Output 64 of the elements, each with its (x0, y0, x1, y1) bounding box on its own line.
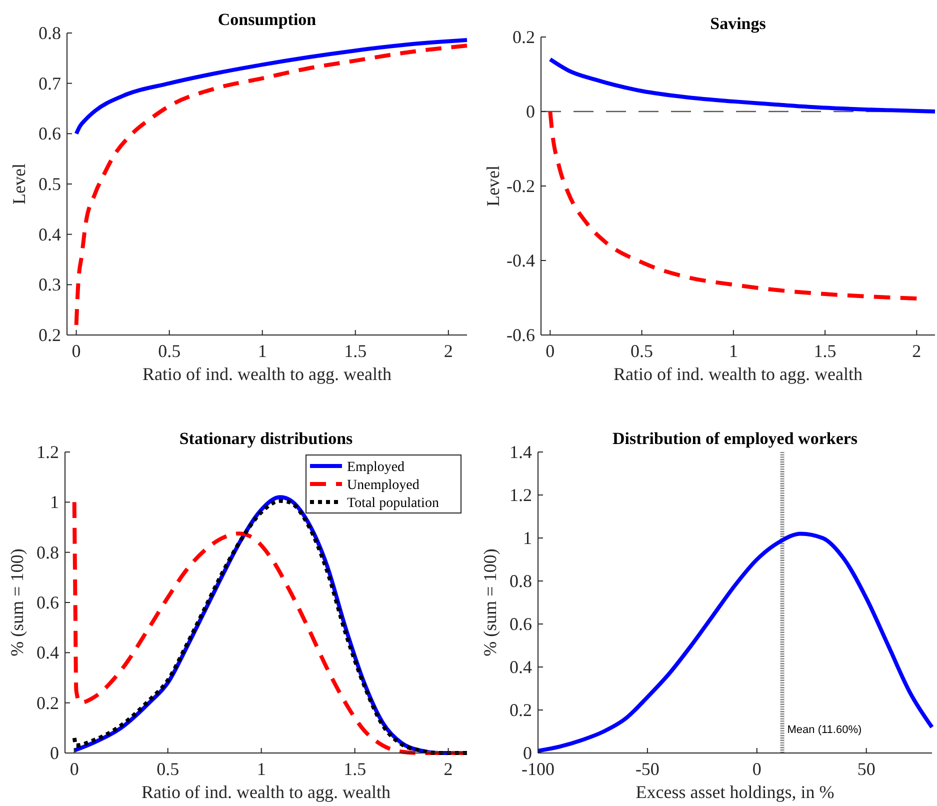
chart-title: Savings (710, 14, 766, 33)
chart-title: Stationary distributions (179, 429, 354, 448)
y-tick-label: 0.8 (36, 542, 59, 562)
y-tick-label: 0.8 (38, 23, 61, 43)
x-tick-label: 50 (857, 759, 876, 779)
line-series (74, 44, 469, 327)
x-axis-title: Ratio of ind. wealth to agg. wealth (142, 364, 392, 384)
x-tick-label: 0 (70, 759, 79, 779)
x-tick-label: 1 (258, 341, 267, 361)
ref-line-label: Mean (11.60%) (787, 724, 862, 736)
y-tick-label: -0.6 (506, 325, 535, 345)
y-tick-label: 0.5 (38, 174, 61, 194)
y-tick-label: 1 (523, 528, 532, 548)
y-tick-label: 0.7 (38, 73, 61, 94)
y-tick-label: 1 (50, 492, 59, 512)
y-tick-label: -0.4 (506, 250, 535, 270)
y-tick-label: 0.6 (38, 124, 61, 144)
legend-label: Unemployed (347, 478, 420, 493)
y-tick-label: 0.6 (510, 614, 532, 634)
y-tick-label: 1.2 (510, 485, 532, 505)
y-tick-label: 0.4 (36, 642, 59, 663)
line-series (548, 110, 919, 300)
x-tick-label: 1 (728, 341, 738, 361)
y-tick-label: 0 (50, 743, 59, 763)
x-tick-label: 1 (256, 759, 266, 779)
x-tick-label: 1.5 (344, 759, 366, 779)
y-tick-label: 0.2 (510, 700, 532, 720)
y-axis-title: % (sum = 100) (7, 548, 27, 656)
y-tick-label: 0.6 (36, 592, 59, 612)
y-tick-label: 1.2 (36, 442, 59, 462)
y-tick-label: 0.2 (36, 692, 59, 713)
x-tick-label: 0.5 (156, 759, 180, 779)
y-axis-title: Level (9, 164, 29, 204)
x-axis-title: Excess asset holdings, in % (636, 782, 834, 802)
y-tick-label: 0.4 (510, 657, 532, 677)
y-tick-label: 0.2 (38, 325, 61, 345)
x-axis-title: Ratio of ind. wealth to agg. wealth (614, 364, 862, 384)
chart-title: Distribution of employed workers (612, 429, 858, 448)
line-series (548, 57, 937, 114)
y-tick-label: 0.3 (38, 274, 61, 295)
y-axis-title: % (sum = 100) (480, 548, 500, 656)
line-series (74, 38, 469, 136)
legend-label: Total population (347, 496, 439, 511)
x-tick-label: 2 (444, 341, 453, 361)
legend-label: Employed (347, 460, 405, 475)
y-tick-label: 0.2 (512, 27, 535, 47)
x-tick-label: 0.5 (158, 341, 181, 361)
x-tick-label: 1.5 (814, 341, 836, 361)
y-tick-label: 0.4 (38, 224, 61, 244)
chart-title: Consumption (218, 10, 317, 29)
y-tick-label: -0.2 (506, 176, 535, 196)
x-axis-title: Ratio of ind. wealth to agg. wealth (142, 782, 390, 802)
x-tick-label: 0.5 (630, 341, 654, 361)
x-tick-label: 0 (752, 759, 762, 779)
x-tick-label: -50 (635, 759, 660, 779)
x-tick-label: 2 (912, 341, 922, 361)
x-tick-label: 2 (444, 759, 453, 779)
y-tick-label: 0 (526, 102, 535, 122)
x-tick-label: 1.5 (344, 341, 367, 361)
x-tick-label: 0 (72, 341, 81, 361)
x-tick-label: 0 (546, 341, 555, 361)
y-axis-title: Level (483, 166, 503, 206)
y-tick-label: 1.4 (510, 442, 532, 462)
y-tick-label: 0.8 (510, 571, 532, 591)
